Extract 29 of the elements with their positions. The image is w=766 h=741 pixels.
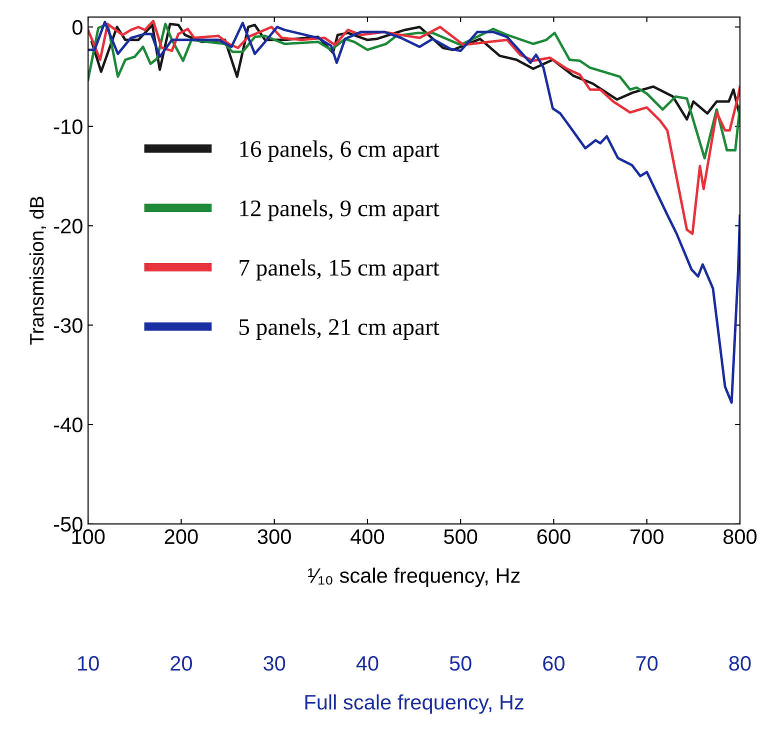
- x-tick-label: 300: [258, 529, 291, 544]
- legend-label: 7 panels, 15 cm apart: [240, 259, 440, 280]
- y-tick-label: 0: [72, 20, 82, 35]
- y-tick-label: -20: [54, 218, 82, 234]
- x-tick-label: 200: [164, 529, 198, 544]
- x-tick-label: 800: [723, 529, 757, 544]
- x2-tick-label: 10: [78, 656, 99, 671]
- x-tick-label: 400: [350, 529, 384, 544]
- y-tick-label: -40: [54, 418, 82, 432]
- x2-tick-label: 40: [356, 656, 378, 671]
- x2-tick-label: 20: [170, 656, 192, 671]
- legend-label: 16 panels, 6 cm apart: [240, 140, 440, 162]
- x2-tick-label: 30: [264, 656, 286, 671]
- x2-tick-label: 60: [543, 656, 564, 671]
- line-series: [88, 20, 740, 404]
- y-axis-title: Transmission, dB: [29, 196, 46, 345]
- y-tick-label: -10: [54, 119, 82, 134]
- x2-axis-title: Full scale frequency, Hz: [305, 694, 524, 714]
- legend-label: 12 panels, 9 cm apart: [240, 200, 440, 222]
- x2-tick-label: 80: [729, 656, 751, 671]
- y-tick-label: -30: [54, 318, 82, 333]
- line-series: [88, 20, 740, 235]
- x-axis-title: ¹⁄₁₀ scale frequency, Hz: [308, 568, 520, 588]
- x2-tick-label: 50: [450, 656, 472, 671]
- x-tick-label: 600: [537, 529, 570, 544]
- x-tick-label: 700: [630, 529, 664, 544]
- legend-label: 5 panels, 21 cm apart: [240, 318, 440, 340]
- x2-tick-label: 70: [636, 656, 658, 671]
- x-tick-label: 500: [444, 529, 478, 544]
